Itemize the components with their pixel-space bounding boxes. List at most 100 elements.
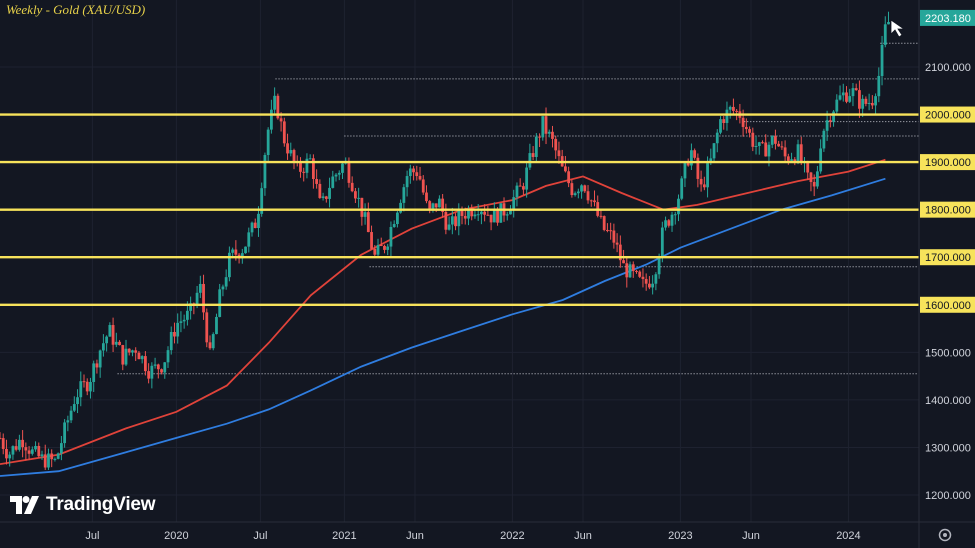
candle [470, 204, 474, 221]
candle [166, 346, 170, 368]
candle [602, 215, 606, 232]
candle [85, 378, 89, 396]
candle [389, 221, 393, 257]
chart-title: Weekly - Gold (XAU/USD) [6, 2, 146, 17]
candle [108, 322, 112, 337]
candle [92, 360, 96, 392]
candle [870, 95, 874, 110]
candle [299, 157, 302, 178]
candle [861, 94, 865, 117]
candle [880, 35, 884, 86]
candle [680, 176, 684, 201]
candle [589, 199, 593, 207]
candle [315, 169, 319, 189]
level-price-badge [920, 249, 975, 266]
candle [179, 311, 183, 333]
candle [816, 165, 819, 189]
candle [838, 85, 842, 101]
candle [573, 191, 577, 197]
settings-gear-icon[interactable] [938, 528, 952, 542]
candle [635, 269, 638, 274]
x-tick-label: 2023 [668, 530, 692, 542]
candle [690, 143, 693, 170]
candle [408, 164, 412, 184]
candle [173, 322, 176, 344]
candle [476, 203, 480, 222]
candle [273, 87, 277, 114]
candle [98, 349, 102, 378]
candle [198, 275, 202, 299]
tradingview-logo: TradingView [10, 494, 156, 516]
candle [748, 126, 751, 138]
candle [586, 185, 590, 204]
candle [163, 362, 167, 379]
candle [673, 211, 677, 225]
candle [567, 166, 571, 188]
candle [425, 185, 428, 204]
y-tick-label: 2000.000 [925, 110, 971, 122]
candle [764, 134, 768, 157]
candle [143, 351, 147, 376]
candle [63, 419, 67, 448]
candle [95, 359, 99, 374]
candle [699, 170, 703, 192]
price-axis[interactable]: 1200.000 1300.000 1400.000 1500.000 1600.000… [920, 9, 975, 502]
candle [593, 190, 596, 207]
candle [0, 432, 2, 440]
candle [79, 371, 83, 407]
candle [877, 67, 881, 103]
candle [774, 129, 777, 150]
y-tick-label: 1500.000 [925, 347, 971, 359]
candle [412, 165, 415, 181]
candle [512, 189, 516, 218]
candle [182, 314, 186, 329]
candle [263, 152, 267, 196]
candle [796, 139, 800, 165]
candle [341, 161, 344, 180]
candle [822, 128, 826, 152]
candle [24, 442, 28, 461]
candle [311, 154, 315, 189]
candle [17, 434, 21, 452]
x-tick-label: 2024 [836, 530, 860, 542]
candle [396, 211, 399, 228]
candle [576, 188, 580, 199]
candle [454, 213, 457, 231]
candle [712, 142, 716, 162]
time-axis[interactable]: Jul 2020 Jul 2021 Jun 2022 Jun 2023 Jun 2024 [85, 530, 860, 542]
candle [53, 457, 57, 462]
candle [557, 141, 561, 164]
horizontal-levels [0, 113, 919, 306]
candle [405, 170, 409, 197]
candle [819, 139, 823, 174]
candle [438, 195, 441, 208]
candle [160, 368, 163, 375]
candle [780, 141, 784, 150]
candle [848, 88, 852, 104]
candle [492, 202, 496, 223]
candle [137, 350, 141, 360]
candle [111, 317, 115, 353]
candle [131, 349, 134, 357]
candle [609, 222, 613, 240]
candle [66, 415, 70, 432]
y-tick-label: 1400.000 [925, 395, 971, 407]
candle [250, 221, 254, 237]
level-price-badge [920, 296, 975, 313]
candle [370, 225, 373, 250]
candle [82, 374, 86, 388]
candle [858, 80, 861, 118]
candle [628, 261, 632, 278]
candle [825, 110, 829, 141]
candle [392, 220, 396, 228]
last-price-badge [920, 9, 975, 26]
candle [231, 247, 235, 257]
candle [696, 153, 700, 188]
candle [276, 93, 280, 120]
candle [253, 218, 257, 229]
candle [244, 246, 247, 254]
level-price-badge [920, 201, 975, 218]
candle [318, 179, 322, 199]
candle [431, 202, 435, 213]
